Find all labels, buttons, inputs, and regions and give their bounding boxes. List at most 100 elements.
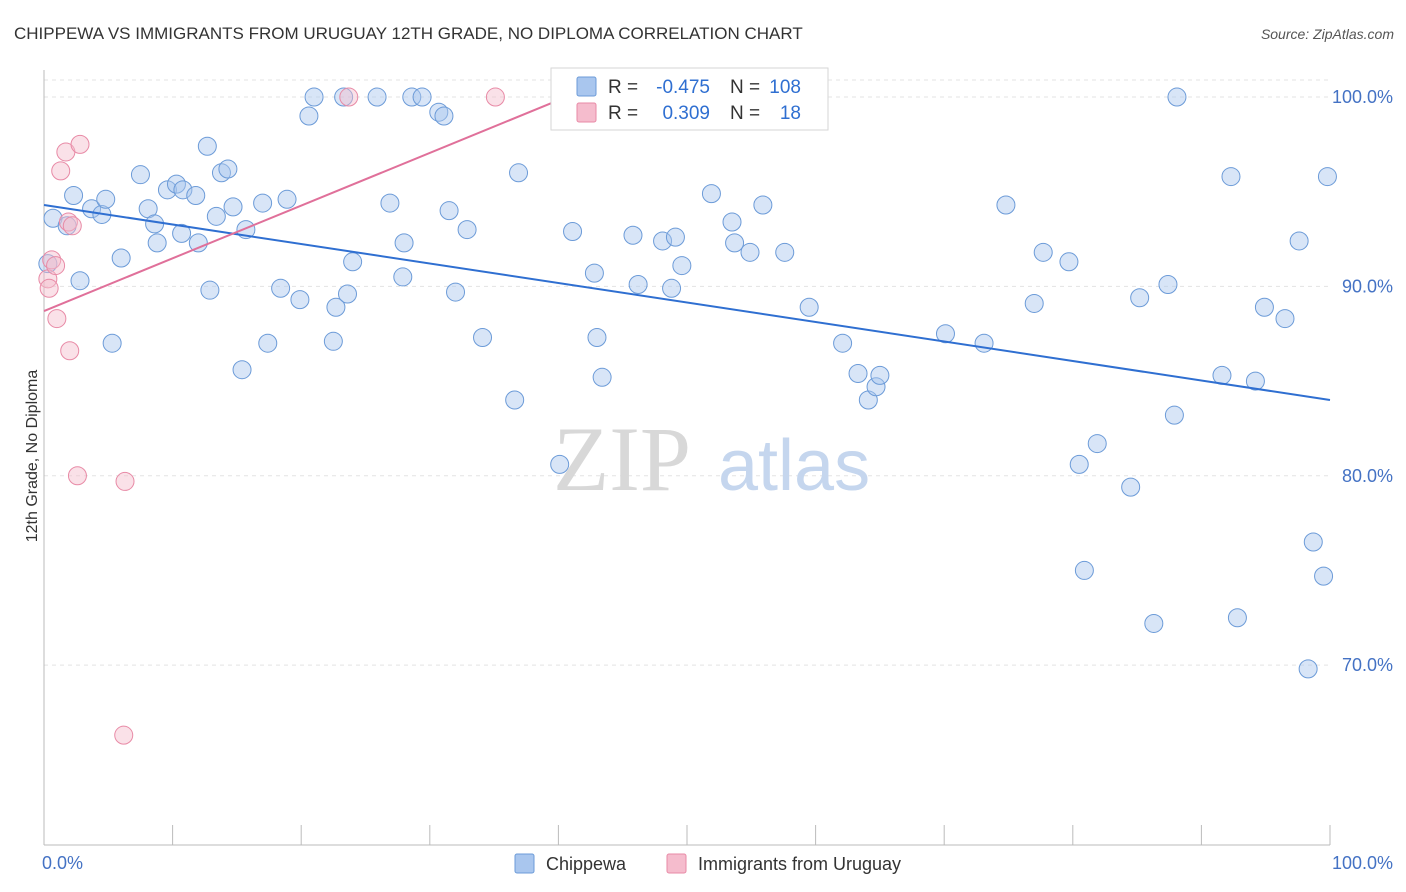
chippewa-point-55 bbox=[563, 221, 583, 241]
chippewa-point-23 bbox=[211, 163, 231, 183]
uruguay-point-9 bbox=[62, 216, 82, 236]
chippewa-point-50 bbox=[457, 220, 477, 240]
chippewa-points bbox=[38, 87, 1337, 679]
chippewa-point-19 bbox=[188, 233, 208, 253]
legend-r-label-2: R = bbox=[608, 103, 638, 124]
chippewa-point-71 bbox=[799, 297, 819, 317]
chippewa-point-22 bbox=[206, 206, 226, 226]
legend-swatch-uruguay bbox=[576, 102, 597, 123]
y-tick-label-3: 100.0% bbox=[1332, 87, 1393, 107]
chippewa-point-90 bbox=[1164, 405, 1184, 425]
chippewa-point-41 bbox=[380, 193, 400, 213]
chippewa-point-54 bbox=[550, 454, 570, 474]
chippewa-point-65 bbox=[701, 184, 721, 204]
chippewa-point-43 bbox=[394, 233, 414, 253]
chippewa-point-32 bbox=[290, 290, 310, 310]
chippewa-point-99 bbox=[1298, 659, 1318, 679]
chippewa-point-97 bbox=[1275, 309, 1295, 329]
uruguay-point-8 bbox=[60, 341, 80, 361]
chippewa-point-52 bbox=[505, 390, 525, 410]
chippewa-point-64 bbox=[672, 256, 692, 276]
uruguay-point-11 bbox=[70, 134, 90, 154]
chippewa-point-80 bbox=[1024, 293, 1044, 313]
legend-r-value-2: 0.309 bbox=[662, 103, 710, 124]
chippewa-point-73 bbox=[848, 364, 868, 384]
chippewa-point-3 bbox=[64, 186, 84, 206]
bottom-legend-swatch-uruguay bbox=[666, 853, 687, 874]
chippewa-point-26 bbox=[232, 360, 252, 380]
chippewa-point-94 bbox=[1227, 608, 1247, 628]
chippewa-point-46 bbox=[429, 102, 449, 122]
chippewa-point-82 bbox=[1059, 252, 1079, 272]
chippewa-point-70 bbox=[775, 242, 795, 262]
chippewa-point-24 bbox=[218, 159, 238, 179]
chippewa-point-69 bbox=[753, 195, 773, 215]
x-tick-labels: 0.0% 100.0% bbox=[42, 853, 1393, 873]
uruguay-point-1 bbox=[39, 278, 59, 298]
chippewa-point-62 bbox=[662, 278, 682, 298]
chippewa-point-66 bbox=[722, 212, 742, 232]
chippewa-point-35 bbox=[323, 331, 343, 351]
chippewa-point-29 bbox=[258, 333, 278, 353]
chippewa-point-25 bbox=[223, 197, 243, 217]
y-tick-label-0: 70.0% bbox=[1342, 655, 1393, 675]
uruguay-point-2 bbox=[42, 250, 62, 270]
chippewa-point-0 bbox=[38, 254, 58, 274]
uruguay-point-3 bbox=[46, 256, 66, 276]
x-tick-label-1: 100.0% bbox=[1332, 853, 1393, 873]
y-axis-label: 12th Grade, No Diploma bbox=[24, 370, 41, 543]
chippewa-point-81 bbox=[1033, 242, 1053, 262]
chippewa-point-63 bbox=[665, 227, 685, 247]
chippewa-point-33 bbox=[299, 106, 319, 126]
chippewa-point-21 bbox=[200, 280, 220, 300]
chippewa-point-68 bbox=[740, 242, 760, 262]
bottom-legend: Chippewa Immigrants from Uruguay bbox=[514, 853, 901, 874]
chippewa-point-102 bbox=[1317, 167, 1337, 187]
chippewa-point-61 bbox=[653, 231, 673, 251]
watermark-zip: ZIP bbox=[553, 408, 691, 510]
x-tick-label-0: 0.0% bbox=[42, 853, 83, 873]
chippewa-point-37 bbox=[334, 87, 354, 107]
chippewa-point-93 bbox=[1221, 167, 1241, 187]
chippewa-point-8 bbox=[102, 333, 122, 353]
chippewa-point-53 bbox=[509, 163, 529, 183]
chippewa-point-84 bbox=[1074, 560, 1094, 580]
chippewa-point-88 bbox=[1144, 613, 1164, 633]
watermark-atlas: atlas bbox=[718, 426, 870, 506]
chippewa-point-51 bbox=[473, 328, 493, 348]
chippewa-point-14 bbox=[157, 180, 177, 200]
chippewa-point-49 bbox=[446, 282, 466, 302]
chippewa-point-34 bbox=[304, 87, 324, 107]
chippewa-point-40 bbox=[367, 87, 387, 107]
chippewa-point-89 bbox=[1158, 275, 1178, 295]
chippewa-point-86 bbox=[1121, 477, 1141, 497]
chippewa-point-83 bbox=[1069, 454, 1089, 474]
chippewa-point-47 bbox=[434, 106, 454, 126]
uruguay-point-10 bbox=[67, 466, 87, 486]
uruguay-point-5 bbox=[51, 161, 71, 181]
chippewa-point-60 bbox=[628, 275, 648, 295]
y-tick-labels: 70.0% 80.0% 90.0% 100.0% bbox=[1332, 87, 1393, 675]
chippewa-point-75 bbox=[866, 377, 886, 397]
watermark: ZIP atlas bbox=[553, 408, 870, 510]
uruguay-point-15 bbox=[485, 87, 505, 107]
chippewa-point-44 bbox=[402, 87, 422, 107]
chippewa-point-12 bbox=[147, 233, 167, 253]
chippewa-point-67 bbox=[725, 233, 745, 253]
chippewa-point-57 bbox=[587, 328, 607, 348]
chippewa-trendline bbox=[43, 203, 1331, 402]
chippewa-point-96 bbox=[1254, 297, 1274, 317]
chippewa-point-13 bbox=[145, 214, 165, 234]
chippewa-point-59 bbox=[623, 225, 643, 245]
chippewa-point-91 bbox=[1167, 87, 1187, 107]
chippewa-point-39 bbox=[343, 252, 363, 272]
legend-box bbox=[550, 67, 829, 131]
chippewa-point-72 bbox=[833, 333, 853, 353]
chippewa-point-87 bbox=[1130, 288, 1150, 308]
legend-n-value-1: 108 bbox=[769, 77, 801, 98]
uruguay-point-7 bbox=[58, 212, 78, 232]
legend-r-label-1: R = bbox=[608, 77, 638, 98]
chippewa-point-95 bbox=[1245, 371, 1265, 391]
uruguay-trendline bbox=[43, 96, 567, 312]
chippewa-point-28 bbox=[253, 193, 273, 213]
